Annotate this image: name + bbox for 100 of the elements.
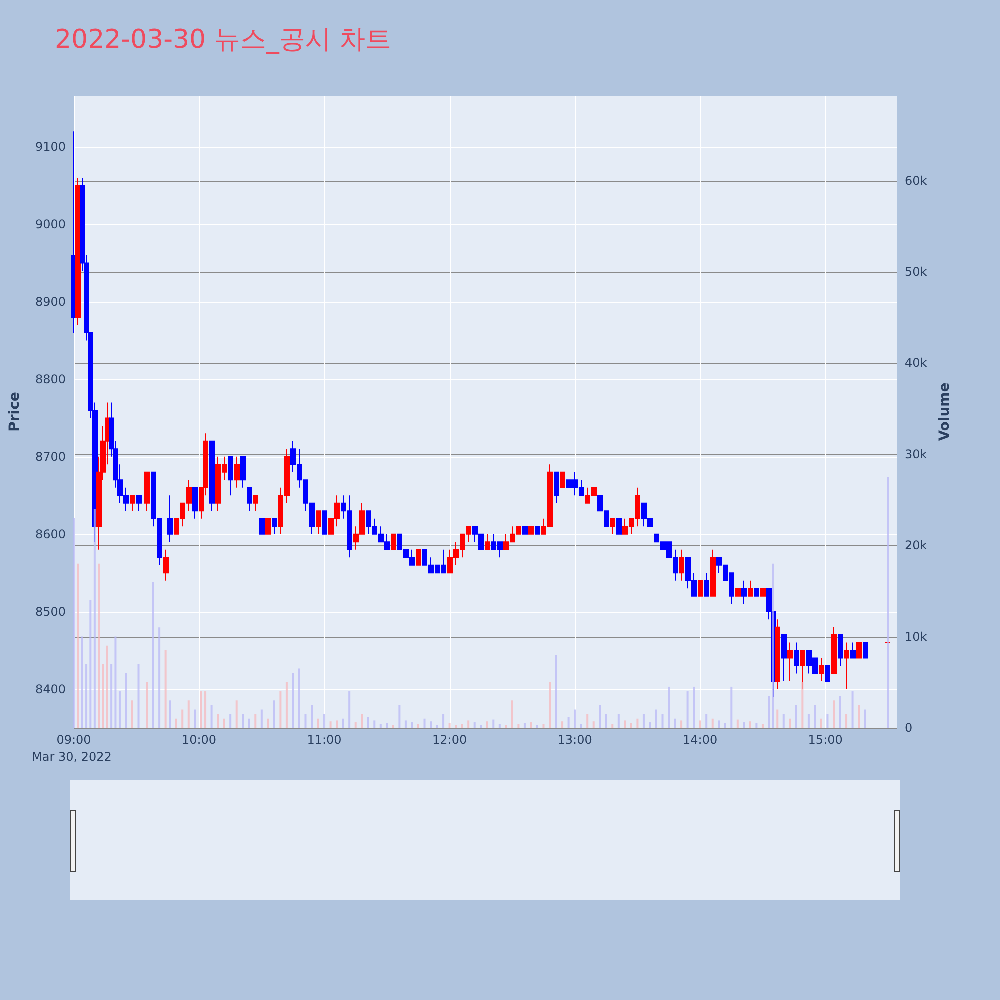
bar (612, 724, 614, 728)
bar (586, 714, 589, 728)
x-tick-label: 11:00 (307, 733, 342, 747)
bar (814, 705, 816, 728)
bar (200, 692, 202, 728)
bar (832, 700, 835, 728)
bar (668, 686, 670, 728)
bar (826, 714, 829, 728)
bar (81, 636, 84, 728)
bar (336, 720, 338, 728)
candlestick (163, 549, 169, 582)
bar (480, 725, 482, 728)
y2-tick-label: 20k (905, 538, 928, 553)
bar (518, 724, 520, 728)
bar (354, 722, 357, 728)
bar (158, 628, 161, 728)
candlestick (416, 549, 421, 566)
bar (311, 705, 314, 728)
bar (782, 714, 785, 728)
bar (712, 718, 714, 728)
bar (468, 720, 470, 728)
bar (267, 718, 270, 728)
bar (194, 710, 196, 728)
candlestick (863, 642, 868, 659)
bar (98, 564, 100, 728)
bar (820, 718, 822, 728)
bar (693, 686, 696, 728)
y-tick-label: 8800 (35, 372, 66, 386)
bar (348, 692, 351, 728)
bar (858, 705, 860, 728)
candlestick (698, 580, 703, 597)
y2-tick-label: 60k (905, 174, 928, 188)
bar (618, 714, 620, 728)
bar (580, 724, 582, 728)
bar (802, 682, 804, 728)
candlestick (825, 666, 830, 682)
candlestick (787, 642, 793, 682)
candlestick (272, 518, 277, 535)
x-tick-label: 09:00 (56, 733, 92, 747)
bar (386, 723, 388, 728)
candlestick (247, 487, 252, 512)
bar (808, 714, 810, 728)
bar (789, 718, 792, 728)
candlestick (259, 518, 265, 535)
bar (374, 720, 376, 728)
candlestick (741, 580, 747, 605)
candlestick (528, 526, 534, 535)
bar (152, 582, 154, 728)
bar (230, 714, 232, 728)
bar (292, 673, 294, 728)
candlestick (775, 619, 780, 690)
candlestick (322, 510, 327, 535)
candlestick (679, 549, 684, 582)
bar (169, 700, 172, 728)
chart-title: 2022-03-30 뉴스_공시 차트 (55, 25, 392, 55)
bar (655, 710, 658, 728)
x-tick-label: 14:00 (683, 733, 718, 747)
x-tick-label: 15:00 (808, 733, 843, 747)
bar (674, 718, 676, 728)
y-tick-label: 8700 (35, 450, 66, 464)
bar (188, 700, 190, 728)
bar (417, 724, 420, 728)
bar (706, 714, 708, 728)
bar (795, 705, 798, 728)
bar (852, 692, 854, 728)
bar (864, 710, 866, 728)
candlestick (610, 518, 615, 535)
bar (662, 714, 664, 728)
candlestick (265, 518, 271, 535)
bar (248, 718, 250, 728)
y2-tick-label: 50k (905, 265, 928, 280)
bar (536, 725, 538, 728)
bar (574, 710, 576, 728)
bar (442, 714, 445, 728)
bar (317, 718, 320, 728)
candlestick (794, 642, 799, 674)
bar (102, 664, 104, 728)
candlestick (704, 572, 709, 597)
bar (455, 725, 458, 728)
bar (404, 720, 407, 728)
bar (642, 714, 645, 728)
candlestick (735, 588, 741, 597)
candlestick (760, 588, 766, 597)
bar (846, 714, 848, 728)
candlestick (554, 472, 559, 504)
candlestick (130, 495, 135, 512)
bar (146, 682, 148, 728)
bar (887, 477, 890, 728)
bar (718, 720, 720, 728)
bar (599, 705, 602, 728)
bar (756, 723, 758, 728)
bar (286, 682, 288, 728)
bar (749, 722, 752, 728)
bar (430, 722, 432, 728)
bar (411, 722, 414, 728)
bar (210, 705, 213, 728)
candlestick (838, 634, 843, 667)
bar (298, 668, 300, 728)
bar (530, 722, 532, 728)
candlestick (234, 456, 240, 488)
